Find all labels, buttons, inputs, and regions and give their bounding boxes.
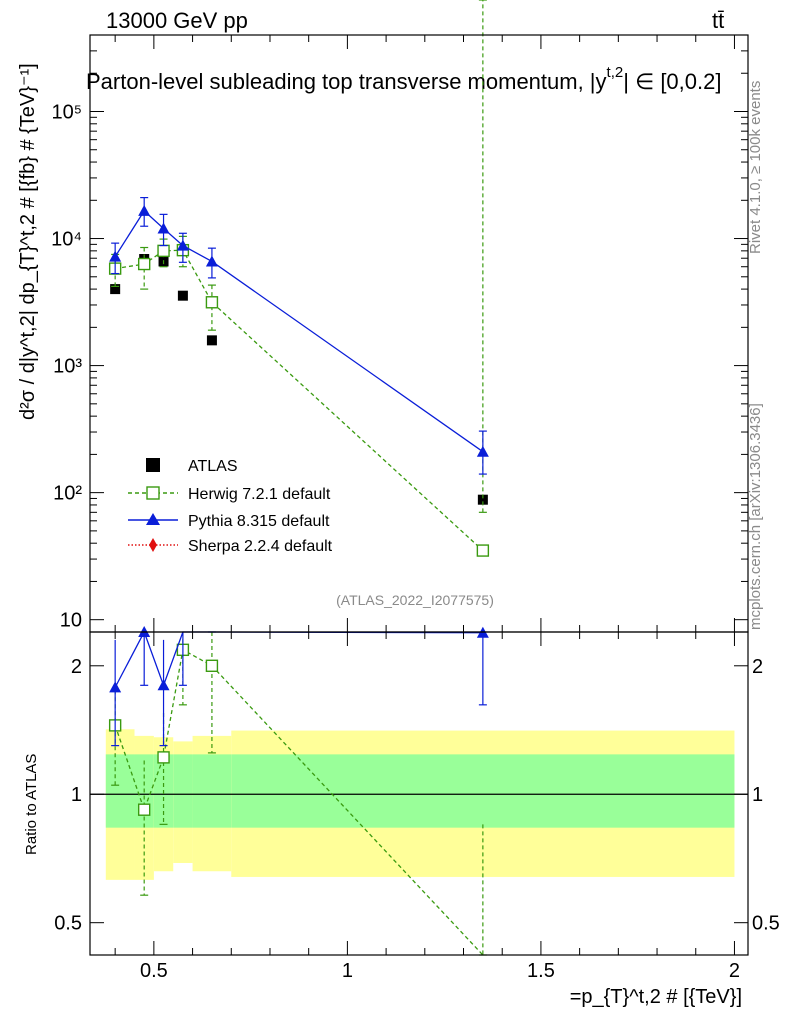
herwig-ratio-line [114, 648, 484, 956]
legend-pythia-marker [146, 513, 160, 525]
herwig-main-line [115, 249, 484, 552]
herwig-ratio-point-1 [137, 803, 151, 816]
atlas-main-point-4 [206, 335, 217, 346]
plot-title-sup: t,2 [607, 64, 624, 81]
herwig-main-point-1 [137, 257, 151, 271]
pythia-main-point-1 [138, 204, 151, 216]
main-panel-series [108, 0, 490, 557]
main-y-tick-label-3: 10⁴ [51, 229, 82, 251]
mcplots-label: mcplots.cern.ch [arXiv:1306.3436] [747, 403, 764, 630]
herwig-main-point-4 [205, 296, 219, 309]
y-axis-title-ratio: Ratio to ATLAS [23, 754, 40, 855]
energy-label: 13000 GeV pp [106, 8, 248, 33]
x-tick-label-1: 1 [342, 960, 353, 982]
atlas-main-point-5 [477, 494, 488, 505]
legend-sherpa-label: Sherpa 2.2.4 default [188, 538, 333, 555]
plot-title-main: Parton-level subleading top transverse m… [86, 69, 607, 94]
pythia-main-point-0 [109, 250, 122, 262]
ratio-y-tick-label-0: 0.5 [54, 913, 82, 935]
atlas-uncertainty-bands [105, 729, 735, 880]
ratio-y-tick-label-right-2: 2 [752, 656, 763, 678]
plot-title-tail: | ∈ [0,0.2] [623, 69, 721, 94]
pythia-ratio-point-2 [157, 679, 170, 691]
ratio-y-tick-label-right-0: 0.5 [752, 913, 780, 935]
band-inner-bin-3 [173, 754, 193, 828]
main-y-tick-label-0: 10 [60, 610, 82, 632]
ratio-panel-frame [89, 631, 749, 956]
legend-atlas-marker [146, 458, 160, 472]
atlas-main-point-3 [177, 290, 188, 301]
band-inner-bin-4 [192, 754, 232, 828]
y-axis-title-main: d²σ / d|y^t,2| dp_{T}^t,2 # [{fb} # {TeV… [17, 63, 39, 420]
legend-pythia-label: Pythia 8.315 default [188, 513, 330, 530]
ratio-y-tick-label-right-1: 1 [752, 784, 763, 806]
band-inner-bin-5 [231, 754, 735, 828]
herwig-ratio-point-4 [205, 659, 219, 672]
main-y-tick-label-2: 10³ [53, 356, 82, 378]
atlas-main-point-0 [110, 284, 121, 295]
pythia-main-line [114, 209, 484, 453]
legend-herwig-marker [146, 486, 160, 500]
pythia-ratio-point-0 [109, 681, 122, 693]
herwig-main-point-5 [476, 544, 490, 557]
legend-sherpa-marker [149, 538, 157, 552]
ratio-y-tick-label-1: 1 [71, 784, 82, 806]
axis-tick-labels: 10 10² 10³ 10⁴ 10⁵ 0.5 1 2 0.5 1 2 0.5 1 1.5 2 [51, 101, 780, 982]
legend: ATLAS Herwig 7.2.1 default Pythia 8.315 … [128, 458, 333, 555]
analysis-tag: (ATLAS_2022_I2077575) [336, 592, 494, 608]
plot-title: Parton-level subleading top transverse m… [86, 64, 721, 94]
legend-herwig-label: Herwig 7.2.1 default [188, 486, 331, 503]
axis-ticks [90, 34, 748, 955]
rivet-version-label: Rivet 4.1.0, ≥ 100k events [747, 81, 764, 254]
x-tick-label-0: 0.5 [140, 960, 168, 982]
pythia-main-point-2 [157, 222, 170, 234]
x-axis-title: =p_{T}^t,2 # [{TeV}] [570, 986, 742, 1008]
pythia-main-point-3 [176, 239, 189, 251]
x-tick-label-3: 2 [729, 960, 740, 982]
ratio-y-tick-label-2: 2 [71, 656, 82, 678]
pythia-ratio-line [114, 630, 483, 688]
legend-atlas-label: ATLAS [188, 458, 238, 475]
main-y-tick-label-1: 10² [53, 483, 82, 505]
herwig-main-point-2 [157, 244, 170, 258]
process-label: tt̄ [712, 8, 724, 33]
x-tick-label-2: 1.5 [527, 960, 555, 982]
pythia-main-point-5 [476, 445, 489, 457]
band-inner-bin-0 [105, 754, 135, 828]
main-y-tick-label-4: 10⁵ [51, 101, 82, 123]
ratio-panel-series [108, 626, 489, 956]
pythia-main-point-4 [205, 255, 218, 267]
herwig-ratio-point-2 [157, 751, 170, 764]
